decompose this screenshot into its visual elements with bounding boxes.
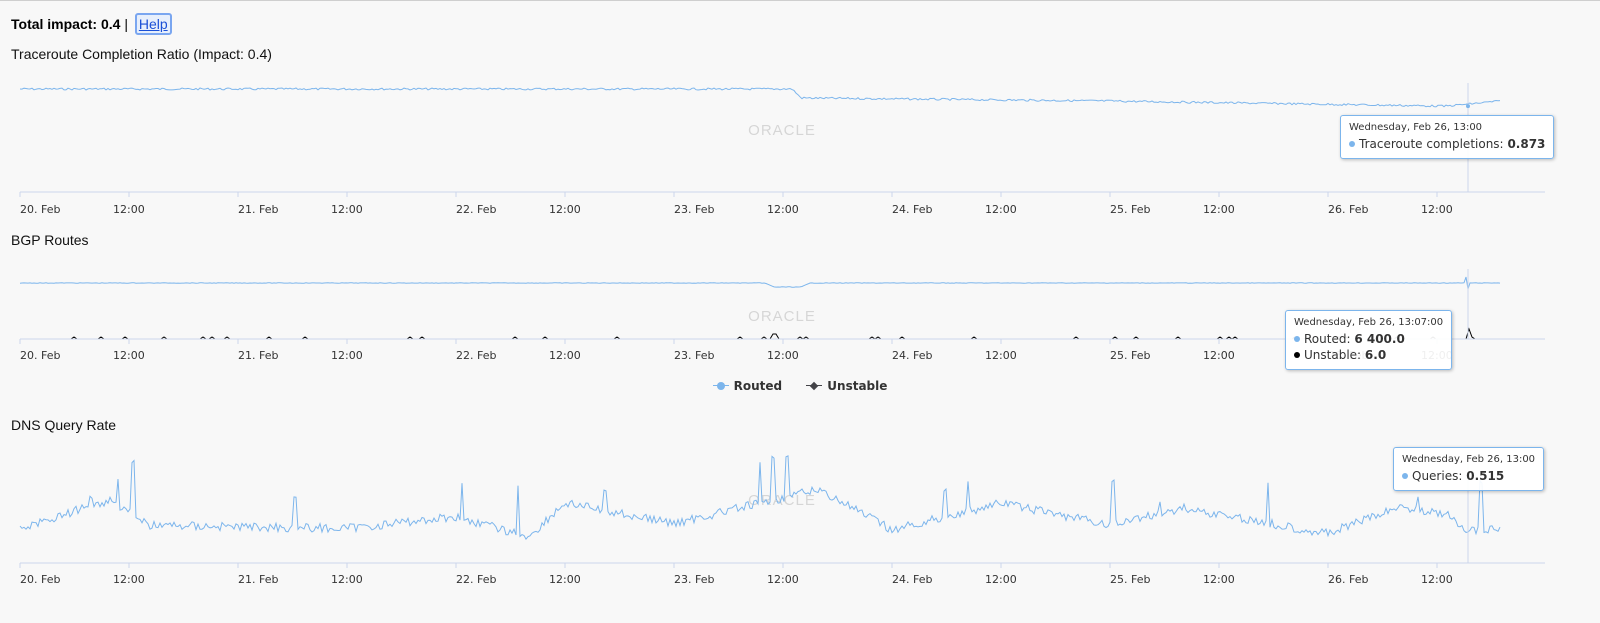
x-tick-label: 21. Feb — [238, 349, 278, 362]
chart-title-bgp: BGP Routes — [11, 232, 89, 248]
tooltip-date: Wednesday, Feb 26, 13:07:00 — [1294, 317, 1444, 328]
legend-label-unstable: Unstable — [827, 379, 888, 393]
x-tick-label: 22. Feb — [456, 349, 496, 362]
total-impact-line: Total impact: 0.4 | Help — [11, 13, 172, 35]
bgp-legend: Routed Unstable — [0, 379, 1600, 394]
tooltip-value: 6 400.0 — [1354, 332, 1405, 346]
dns-chart[interactable]: ORACLE 20. Feb 12:00 21. Feb 12:00 22. Feb 12:… — [0, 442, 1600, 592]
x-tick-label: 23. Feb — [674, 573, 714, 586]
total-impact-value: 0.4 — [100, 16, 121, 32]
series-dot-icon — [1349, 141, 1355, 147]
circle-marker-icon — [712, 381, 729, 391]
x-tick-label: 12:00 — [1203, 349, 1235, 362]
oracle-watermark: ORACLE — [748, 492, 816, 509]
tooltip-label: Unstable: — [1304, 348, 1362, 362]
x-tick-label: 12:00 — [1421, 573, 1453, 586]
tooltip-row: Routed: 6 400.0 — [1294, 331, 1443, 347]
x-tick-label: 12:00 — [767, 203, 799, 216]
tooltip-row: Unstable: 6.0 — [1294, 347, 1443, 363]
traceroute-chart[interactable]: ORACLE 20. Feb 12:00 21. Feb 12:00 22. Feb 12:… — [0, 71, 1600, 221]
legend-item-routed[interactable]: Routed — [712, 379, 783, 393]
x-tick-label: 12:00 — [331, 349, 363, 362]
x-tick-label: 26. Feb — [1328, 203, 1368, 216]
oracle-watermark: ORACLE — [748, 308, 816, 325]
separator: | — [124, 16, 128, 32]
x-tick-label: 12:00 — [1421, 203, 1453, 216]
diamond-marker-icon — [806, 381, 823, 391]
chart-title-dns: DNS Query Rate — [11, 417, 117, 433]
total-impact-label: Total impact: — [11, 16, 98, 32]
x-tick-label: 22. Feb — [456, 573, 496, 586]
x-tick-label: 12:00 — [1203, 203, 1235, 216]
tooltip-traceroute: Wednesday, Feb 26, 13:00 Traceroute comp… — [1340, 115, 1555, 159]
x-tick-label: 20. Feb — [20, 203, 60, 216]
tooltip-date: Wednesday, Feb 26, 13:00 — [1402, 454, 1536, 465]
x-tick-label: 23. Feb — [674, 203, 714, 216]
series-dot-icon — [1294, 352, 1300, 358]
series-dot-icon — [1402, 473, 1408, 479]
oracle-watermark: ORACLE — [748, 122, 816, 139]
tooltip-bgp: Wednesday, Feb 26, 13:07:00 Routed: 6 40… — [1285, 310, 1453, 370]
hover-point — [1466, 104, 1470, 109]
x-tick-label: 20. Feb — [20, 349, 60, 362]
x-tick-label: 12:00 — [549, 349, 581, 362]
traceroute-series-line — [19, 87, 1501, 108]
x-tick-label: 12:00 — [767, 573, 799, 586]
x-tick-label: 26. Feb — [1328, 573, 1368, 586]
dns-series-line — [19, 455, 1501, 540]
tooltip-dns: Wednesday, Feb 26, 13:00 Queries: 0.515 — [1393, 447, 1545, 491]
routed-series-line — [19, 276, 1501, 290]
help-link[interactable]: Help — [134, 13, 172, 35]
x-tick-label: 12:00 — [331, 203, 363, 216]
x-tick-label: 12:00 — [1203, 573, 1235, 586]
x-tick-label: 25. Feb — [1110, 349, 1150, 362]
tooltip-value: 6.0 — [1364, 348, 1387, 362]
x-tick-label: 24. Feb — [892, 349, 932, 362]
x-tick-label: 12:00 — [767, 349, 799, 362]
x-tick-label: 21. Feb — [238, 573, 278, 586]
series-dot-icon — [1294, 336, 1300, 342]
chart-title-traceroute: Traceroute Completion Ratio (Impact: 0.4… — [11, 46, 272, 62]
x-tick-label: 12:00 — [985, 573, 1017, 586]
x-tick-label: 23. Feb — [674, 349, 714, 362]
x-tick-label: 12:00 — [985, 203, 1017, 216]
x-tick-label: 12:00 — [113, 573, 145, 586]
tooltip-label: Routed: — [1304, 332, 1351, 346]
x-tick-label: 12:00 — [113, 203, 145, 216]
x-tick-label: 22. Feb — [456, 203, 496, 216]
x-tick-label: 25. Feb — [1110, 573, 1150, 586]
unstable-series-line — [20, 327, 1499, 340]
x-tick-label: 12:00 — [113, 349, 145, 362]
legend-label-routed: Routed — [733, 379, 783, 393]
x-tick-label: 24. Feb — [892, 573, 932, 586]
tooltip-row: Queries: 0.515 — [1402, 468, 1535, 484]
x-tick-label: 20. Feb — [20, 573, 60, 586]
tooltip-row: Traceroute completions: 0.873 — [1349, 136, 1545, 152]
x-tick-label: 12:00 — [985, 349, 1017, 362]
tooltip-label: Traceroute completions: — [1359, 137, 1504, 151]
x-tick-label: 21. Feb — [238, 203, 278, 216]
tooltip-label: Queries: — [1412, 469, 1463, 483]
x-tick-label: 24. Feb — [892, 203, 932, 216]
tooltip-value: 0.873 — [1507, 137, 1546, 151]
tooltip-date: Wednesday, Feb 26, 13:00 — [1349, 122, 1483, 133]
x-tick-label: 12:00 — [331, 573, 363, 586]
tooltip-value: 0.515 — [1466, 469, 1505, 483]
legend-item-unstable[interactable]: Unstable — [806, 379, 887, 393]
x-tick-label: 12:00 — [549, 203, 581, 216]
x-tick-label: 12:00 — [549, 573, 581, 586]
x-tick-label: 25. Feb — [1110, 203, 1150, 216]
